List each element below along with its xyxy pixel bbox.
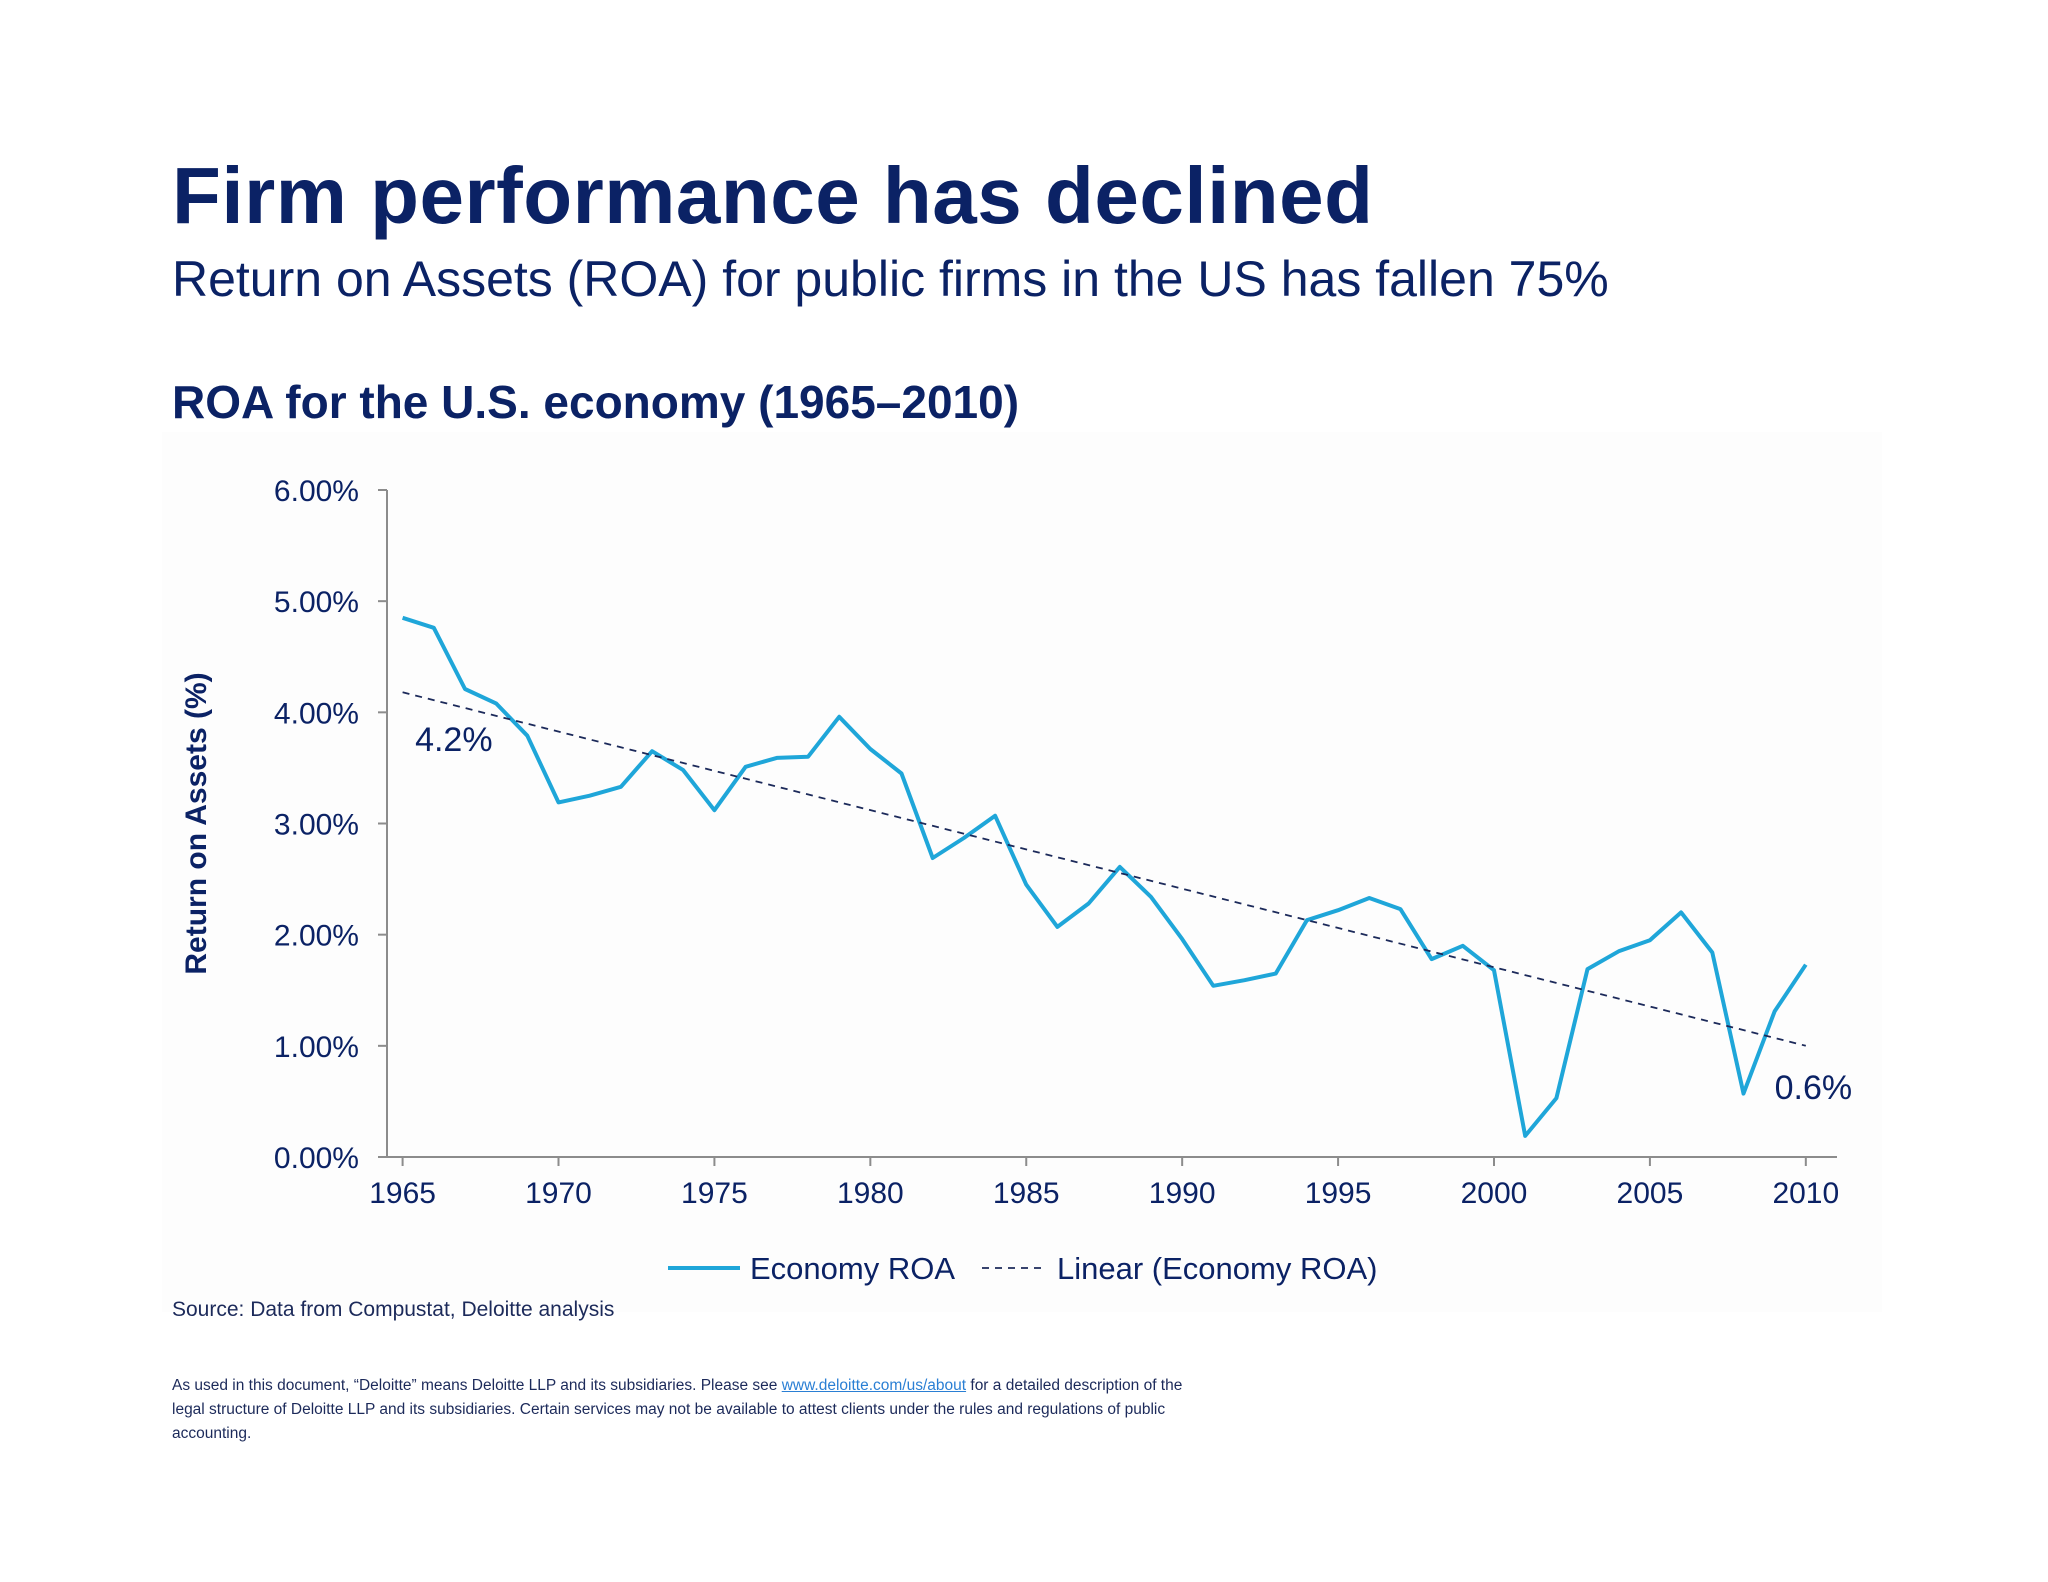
y-tick-label: 0.00% (274, 1142, 359, 1175)
y-axis-title: Return on Assets (%) (180, 672, 213, 974)
economy-roa-line (401, 615, 1808, 1138)
deloitte-about-link[interactable]: www.deloitte.com/us/about (781, 1377, 967, 1394)
disclaimer-text-end: for a detailed description of the legal … (172, 1377, 1183, 1442)
x-tick-label: 2005 (1617, 1177, 1684, 1210)
x-tick-label: 1970 (525, 1177, 592, 1210)
legend-label-economy-roa: Economy ROA (750, 1251, 955, 1286)
x-tick-label: 1990 (1149, 1177, 1216, 1210)
disclaimer-text-start: As used in this document, “Deloitte” mea… (172, 1377, 782, 1394)
x-tick-label: 1980 (837, 1177, 904, 1210)
y-tick-label: 2.00% (274, 920, 359, 953)
chart-heading: ROA for the U.S. economy (1965–2010) (172, 376, 1020, 428)
trend-line (402, 691, 1807, 1047)
chart-area: 0.00% 1.00% 2.00% 3.00% 4.00% 5.00% 6.00% 1965 1… (162, 432, 1882, 1312)
legend-label-trend: Linear (Economy ROA) (1057, 1251, 1377, 1286)
page-subtitle: Return on Assets (ROA) for public firms … (172, 251, 1609, 307)
y-tick-label: 5.00% (274, 586, 359, 619)
y-tick-label: 6.00% (274, 475, 359, 508)
annotation-label: 0.6% (1775, 1069, 1853, 1107)
x-tick-label: 1965 (369, 1177, 436, 1210)
x-tick-label: 2010 (1772, 1177, 1839, 1210)
annotation-label: 4.2% (415, 721, 493, 759)
y-tick-label: 1.00% (274, 1031, 359, 1064)
x-tick-label: 2000 (1461, 1177, 1528, 1210)
x-tick-label: 1975 (681, 1177, 748, 1210)
disclaimer: As used in this document, “Deloitte” mea… (172, 1374, 1212, 1446)
roa-line-chart: 0.00% 1.00% 2.00% 3.00% 4.00% 5.00% 6.00% 1965 1… (180, 475, 1853, 1286)
source-note: Source: Data from Compustat, Deloitte an… (172, 1298, 615, 1321)
page-title: Firm performance has declined (172, 151, 1374, 240)
x-tick-label: 1995 (1305, 1177, 1372, 1210)
y-tick-label: 3.00% (274, 809, 359, 842)
y-tick-label: 4.00% (274, 697, 359, 730)
x-tick-label: 1985 (993, 1177, 1060, 1210)
